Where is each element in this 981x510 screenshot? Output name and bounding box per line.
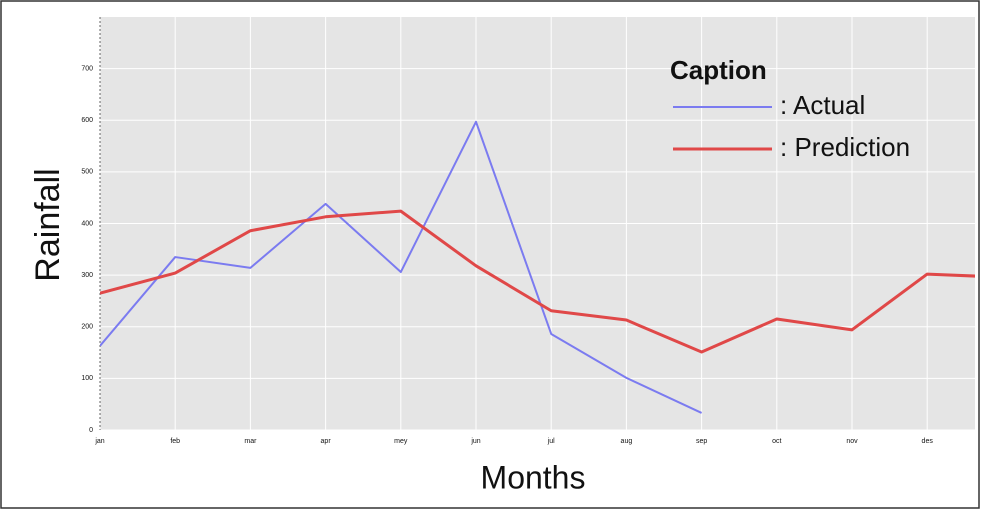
y-tick-label: 300 (81, 272, 93, 279)
legend-title: Caption (670, 55, 767, 85)
y-tick-label: 600 (81, 117, 93, 124)
x-tick-label: feb (170, 438, 180, 445)
legend-label: : Actual (780, 90, 865, 120)
y-tick-label: 200 (81, 324, 93, 331)
x-tick-label: aug (621, 438, 633, 445)
x-tick-label: jan (94, 438, 104, 445)
y-tick-label: 0 (89, 427, 93, 434)
y-tick-label: 100 (81, 375, 93, 382)
y-axis-label: Rainfall (29, 168, 67, 281)
x-tick-label: jun (470, 438, 480, 445)
x-tick-label: mey (394, 438, 408, 445)
x-axis-label: Months (481, 459, 586, 495)
x-tick-label: nov (846, 438, 858, 445)
x-tick-label: mar (244, 438, 257, 445)
x-tick-label: apr (321, 438, 332, 445)
line-series (100, 209, 975, 354)
legend-label: : Prediction (780, 132, 910, 162)
x-tick-label: des (922, 438, 934, 445)
x-tick-label: jul (547, 438, 555, 445)
y-tick-label: 400 (81, 220, 93, 227)
y-tick-label: 500 (81, 169, 93, 176)
x-tick-label: oct (772, 438, 781, 445)
y-tick-label: 700 (81, 65, 93, 72)
x-tick-label: sep (696, 438, 707, 445)
